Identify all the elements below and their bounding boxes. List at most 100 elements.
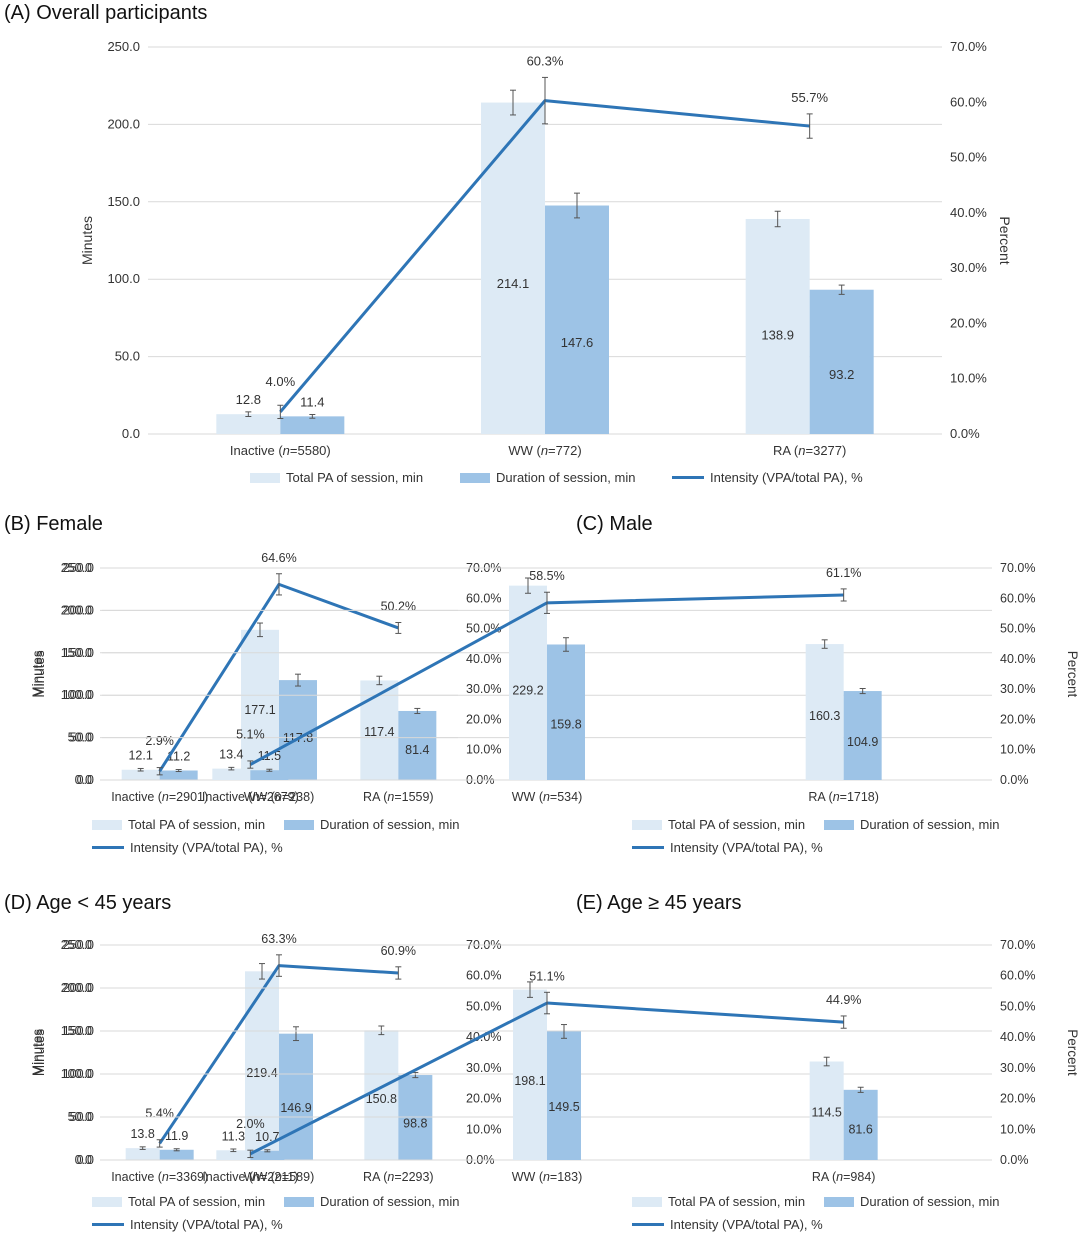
legend-item-intensity: Intensity (VPA/total PA), % [632, 840, 823, 855]
legend-item-intensity: Intensity (VPA/total PA), % [92, 840, 283, 855]
bar-data-label: 147.6 [561, 335, 594, 350]
chart-svg: 0.050.0100.0150.0200.0250.00.0%10.0%20.0… [30, 551, 536, 804]
line-data-label: 50.2% [381, 600, 416, 614]
y2-tick-label: 70.0% [950, 39, 987, 54]
legend-item-intensity: Intensity (VPA/total PA), % [92, 1217, 283, 1232]
y-tick-label: 100.0 [63, 688, 94, 702]
bar-data-label: 12.8 [236, 392, 261, 407]
legend-swatch [284, 1196, 314, 1207]
x-category-label: Inactive (n=2901) [111, 790, 208, 804]
panel-title: (B) Female [4, 513, 103, 535]
legend-label: Total PA of session, min [668, 817, 806, 832]
y2-tick-label: 10.0% [950, 371, 987, 386]
bar-duration [159, 1149, 194, 1160]
line-data-label: 5.4% [145, 1106, 174, 1120]
y2-tick-label: 60.0% [1000, 969, 1035, 983]
legend-label: Intensity (VPA/total PA), % [670, 840, 823, 855]
bar-data-label: 11.3 [222, 1129, 245, 1143]
y2-tick-label: 50.0% [466, 622, 501, 636]
x-category-label: Inactive (n=2679) [202, 790, 299, 804]
bar-data-label: 93.2 [829, 367, 854, 382]
bar-duration [279, 1033, 313, 1160]
bar-total-pa [245, 971, 279, 1160]
bar-total-pa [481, 102, 545, 435]
legend-label: Duration of session, min [860, 1194, 1000, 1209]
y2-tick-label: 50.0% [1000, 999, 1035, 1013]
bar-total-pa [809, 1061, 844, 1160]
x-category-label: RA (n=2293) [363, 1170, 434, 1184]
bar-duration [843, 1089, 878, 1160]
y-tick-label: 250.0 [61, 938, 92, 952]
panel-title: (C) Male [576, 513, 653, 535]
bar-total-pa [125, 1148, 160, 1160]
y2-tick-label: 30.0% [466, 682, 501, 696]
line-data-label: 60.3% [527, 53, 564, 68]
bar-duration [398, 1075, 433, 1160]
bar-data-label: 150.8 [366, 1092, 397, 1106]
y2-tick-label: 10.0% [466, 743, 501, 757]
legend-swatch [92, 846, 124, 849]
bar-data-label: 117.4 [364, 725, 394, 739]
chart-svg: 0.050.0100.0150.0200.0250.00.0%10.0%20.0… [32, 938, 1080, 1184]
y-axis-title: Minutes [32, 1029, 47, 1077]
panel-e: (E) Age ≥ 45 years 0.0 50.0 100.0 150.0 200.… [32, 882, 1080, 1233]
legend-item-total-pa: Total PA of session, min [92, 1194, 265, 1209]
y-tick-label: 0.0 [75, 773, 92, 787]
y-tick-label: 200.0 [107, 116, 140, 131]
bar-duration [547, 644, 585, 780]
y-axis-title: Minutes [30, 1029, 45, 1077]
bar-data-label: 146.9 [280, 1101, 311, 1115]
y-axis-title: Minutes [32, 650, 47, 698]
legend-swatch [672, 476, 704, 479]
legend-swatch [632, 1196, 662, 1207]
x-category-label: WW (n=772) [508, 443, 581, 458]
y-tick-label: 100.0 [61, 688, 92, 702]
y2-tick-label: 30.0% [1000, 682, 1035, 696]
panel-title: (A) Overall participants [4, 2, 208, 24]
legend-swatch [250, 472, 280, 483]
y-tick-label: 150.0 [61, 1024, 92, 1038]
line-data-label: 5.1% [236, 728, 265, 742]
bar-total-pa [241, 629, 279, 780]
y-tick-label: 150.0 [63, 646, 94, 660]
y-tick-label: 50.0 [70, 1110, 94, 1124]
legend-label: Intensity (VPA/total PA), % [710, 470, 863, 485]
bar-duration [280, 416, 345, 434]
line-data-label: 2.9% [145, 734, 174, 748]
y2-tick-label: 30.0% [950, 260, 987, 275]
line-data-label: 44.9% [826, 993, 861, 1007]
line-data-label: 58.5% [529, 569, 564, 583]
bar-data-label: 177.1 [244, 703, 275, 717]
y2-tick-label: 30.0% [1000, 1061, 1035, 1075]
y2-tick-label: 70.0% [1000, 938, 1035, 952]
bar-duration [545, 205, 609, 434]
bar-data-label: 104.9 [847, 735, 878, 749]
bar-data-label: 10.7 [255, 1130, 279, 1144]
x-category-label: WW (n=534) [512, 790, 583, 804]
line-data-label: 61.1% [826, 566, 861, 580]
legend-label: Duration of session, min [496, 470, 636, 485]
y2-tick-label: 40.0% [1000, 1030, 1035, 1044]
y-tick-label: 200.0 [63, 603, 94, 617]
bar-data-label: 11.5 [258, 749, 281, 763]
y2-tick-label: 60.0% [950, 94, 987, 109]
x-category-label: RA (n=1559) [363, 790, 434, 804]
y2-tick-label: 20.0% [950, 315, 987, 330]
y-tick-label: 150.0 [61, 646, 92, 660]
y-tick-label: 250.0 [107, 39, 140, 54]
y-tick-label: 0.0 [77, 1153, 94, 1167]
panel-a: (A) Overall participants 0.0 50.0 100.0 150… [0, 0, 1080, 500]
legend-label: Total PA of session, min [128, 817, 266, 832]
bar-duration [843, 691, 882, 780]
x-category-label: WW (n=589) [244, 1170, 315, 1184]
y-tick-label: 200.0 [61, 603, 92, 617]
x-category-label: Inactive (n=2211) [202, 1170, 298, 1184]
bar-total-pa [216, 414, 281, 434]
y2-tick-label: 10.0% [1000, 743, 1035, 757]
legend-label: Intensity (VPA/total PA), % [130, 1217, 283, 1232]
y-tick-label: 100.0 [107, 271, 140, 286]
y2-tick-label: 10.0% [1000, 1122, 1035, 1136]
y-tick-label: 200.0 [63, 981, 94, 995]
y-tick-label: 200.0 [61, 981, 92, 995]
y-tick-label: 0.0 [77, 773, 94, 787]
